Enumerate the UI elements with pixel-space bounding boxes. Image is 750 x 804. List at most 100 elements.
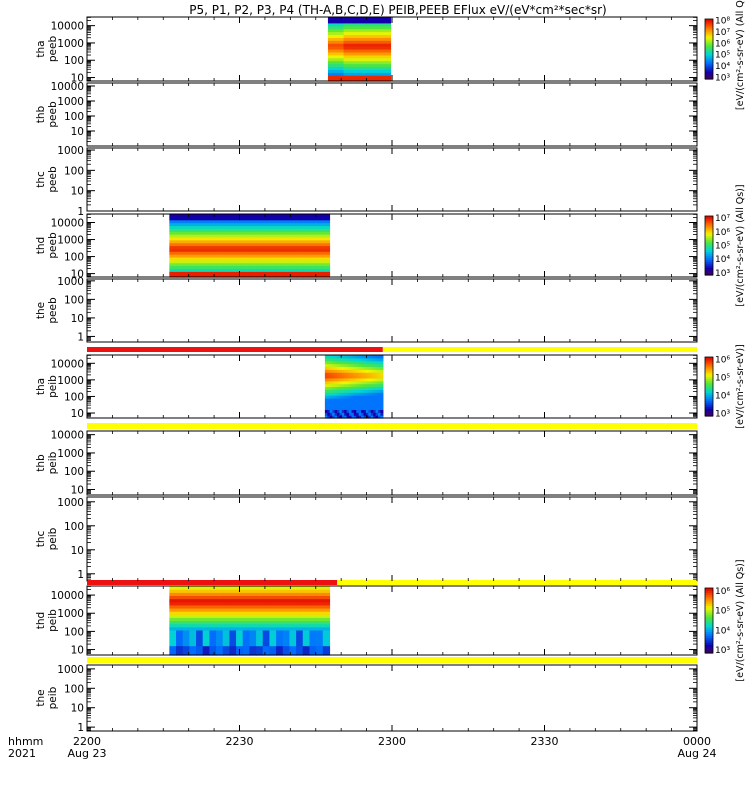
spectrogram-cell xyxy=(182,256,190,261)
spectrogram-cell xyxy=(385,57,389,62)
spectrogram-cell xyxy=(282,620,291,625)
spectrogram-cell xyxy=(316,262,324,267)
spectrogram-cell xyxy=(365,369,369,373)
spectrogram-cell xyxy=(351,34,355,38)
spectrogram-cell xyxy=(333,25,337,30)
spectrogram-cell xyxy=(380,37,384,41)
spectrogram-cell xyxy=(327,22,332,27)
spectrogram-cell xyxy=(377,57,381,62)
spectrogram-cell xyxy=(364,28,368,33)
spectrogram-cell xyxy=(340,17,345,21)
spectrogram-cell xyxy=(377,78,381,82)
colorbar-cell xyxy=(705,362,713,366)
spectrogram-cell xyxy=(375,363,379,368)
spectrogram-cell xyxy=(296,636,304,640)
spectrogram-cell xyxy=(332,392,336,396)
spectrogram-cell xyxy=(262,592,271,597)
spectrogram-cell xyxy=(364,72,368,76)
spectrogram-cell xyxy=(382,75,386,79)
spectrogram-cell xyxy=(256,636,264,640)
spectrogram-cell xyxy=(369,43,373,47)
spectrogram-cell xyxy=(341,369,345,373)
spectrogram-cell xyxy=(346,78,350,82)
spectrogram-cell xyxy=(377,22,381,27)
spectrogram-cell xyxy=(236,636,244,640)
spectrogram-cell xyxy=(189,259,197,264)
spectrogram-cell xyxy=(229,239,237,244)
spectrogram-cell xyxy=(341,415,345,419)
spectrogram-cell xyxy=(361,75,366,79)
spectrogram-cell xyxy=(249,586,257,590)
spectrogram-cell xyxy=(209,595,217,600)
spectrogram-cell xyxy=(249,245,257,249)
spectrogram-cell xyxy=(380,355,384,359)
spectrogram-cell xyxy=(322,268,331,272)
spectrogram-cell xyxy=(338,63,342,68)
spectrogram-cell xyxy=(229,251,237,255)
spectrogram-cell xyxy=(269,268,277,272)
spectrogram-cell xyxy=(222,262,230,267)
spectrogram-cell xyxy=(196,648,204,653)
spectrogram-cell xyxy=(282,242,291,247)
spectrogram-cell xyxy=(289,614,297,618)
spectrogram-cell xyxy=(316,639,324,644)
spectrogram-cell xyxy=(276,222,284,227)
spectrogram-cell xyxy=(380,389,384,393)
spectrogram-cell xyxy=(363,369,367,373)
spectrogram-cell xyxy=(361,409,365,413)
spectrogram-cell xyxy=(242,271,251,275)
spectrogram-cell xyxy=(351,372,355,376)
spectrogram-cell xyxy=(276,242,284,247)
colorbar-cell xyxy=(705,603,713,606)
spectrogram-cell xyxy=(249,248,257,252)
spectrogram-cell xyxy=(361,69,366,73)
spectrogram-cell xyxy=(169,617,177,622)
spectrogram-cell xyxy=(202,259,210,264)
spectrogram-cell xyxy=(242,589,251,593)
panel-frame xyxy=(86,82,698,147)
spectrogram-cell xyxy=(375,355,379,359)
spectrogram-cell xyxy=(324,383,328,388)
spectrogram-cell xyxy=(276,629,284,634)
spectrogram-cell xyxy=(341,360,345,365)
spectrogram-cell xyxy=(322,231,331,235)
spectrogram-cell xyxy=(262,607,271,612)
colorbar-cell xyxy=(705,239,713,243)
spectrogram-cell xyxy=(372,69,376,73)
spectrogram-cell xyxy=(322,592,331,597)
colorbar-cell xyxy=(705,378,713,382)
spectrogram-cell xyxy=(349,403,353,408)
spectrogram-cell xyxy=(329,415,333,419)
spectrogram-cell xyxy=(340,22,345,27)
spectrogram-cell xyxy=(369,51,373,56)
spectrogram-cell xyxy=(316,274,324,278)
spectrogram-cell xyxy=(182,636,190,640)
spectrogram-cell xyxy=(349,363,353,368)
colorbar-cell xyxy=(705,402,713,405)
spectrogram-cell xyxy=(196,595,204,600)
spectrogram-cell xyxy=(367,40,371,44)
spectrogram-cell xyxy=(196,629,204,634)
spectrogram-cell xyxy=(242,639,251,644)
spectrogram-cell xyxy=(339,389,343,393)
spectrogram-cell xyxy=(375,366,379,370)
spectrogram-cell xyxy=(222,251,230,255)
spectrogram-cell xyxy=(373,383,377,388)
spectrogram-cell xyxy=(196,245,204,249)
spectrogram-cell xyxy=(236,623,244,628)
spectrogram-cell xyxy=(344,386,348,390)
spectrogram-cell xyxy=(380,49,384,53)
spectrogram-cell xyxy=(282,617,291,622)
spectrogram-cell xyxy=(302,254,311,258)
spectrogram-cell xyxy=(242,617,251,622)
spectrogram-cell xyxy=(216,645,224,650)
mode-bar-segment xyxy=(87,580,338,585)
spectrogram-cell xyxy=(358,377,362,382)
spectrogram-cell xyxy=(229,265,237,270)
spectrogram-cell xyxy=(327,366,331,370)
spectrogram-cell xyxy=(361,34,366,38)
colorbar-cell xyxy=(705,273,713,276)
spectrogram-cell xyxy=(269,633,277,637)
spectrogram-cell xyxy=(354,75,358,79)
spectrogram-cell xyxy=(236,225,244,229)
